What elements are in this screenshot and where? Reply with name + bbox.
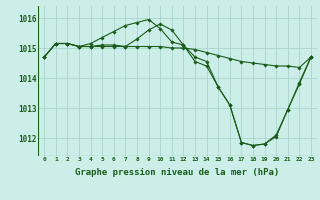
X-axis label: Graphe pression niveau de la mer (hPa): Graphe pression niveau de la mer (hPa): [76, 168, 280, 177]
